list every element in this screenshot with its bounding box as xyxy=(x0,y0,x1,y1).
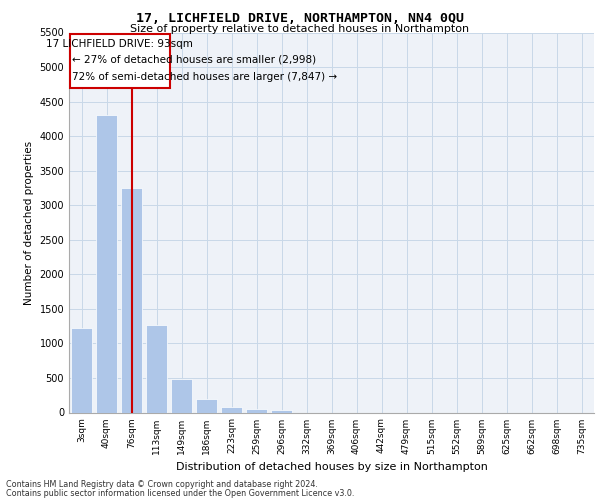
Bar xyxy=(171,378,192,412)
Bar xyxy=(71,328,92,412)
Bar xyxy=(121,188,142,412)
Text: Size of property relative to detached houses in Northampton: Size of property relative to detached ho… xyxy=(130,24,470,34)
Text: 72% of semi-detached houses are larger (7,847) →: 72% of semi-detached houses are larger (… xyxy=(73,72,338,82)
Bar xyxy=(271,410,292,412)
Y-axis label: Number of detached properties: Number of detached properties xyxy=(24,140,34,304)
Bar xyxy=(96,116,117,412)
Text: Contains HM Land Registry data © Crown copyright and database right 2024.: Contains HM Land Registry data © Crown c… xyxy=(6,480,318,489)
Text: Contains public sector information licensed under the Open Government Licence v3: Contains public sector information licen… xyxy=(6,489,355,498)
Bar xyxy=(221,407,242,412)
X-axis label: Distribution of detached houses by size in Northampton: Distribution of detached houses by size … xyxy=(176,462,487,472)
Bar xyxy=(196,399,217,412)
FancyBboxPatch shape xyxy=(70,34,170,88)
Bar xyxy=(146,325,167,412)
Text: 17, LICHFIELD DRIVE, NORTHAMPTON, NN4 0QU: 17, LICHFIELD DRIVE, NORTHAMPTON, NN4 0Q… xyxy=(136,12,464,26)
Text: ← 27% of detached houses are smaller (2,998): ← 27% of detached houses are smaller (2,… xyxy=(73,54,317,64)
Text: 17 LICHFIELD DRIVE: 93sqm: 17 LICHFIELD DRIVE: 93sqm xyxy=(46,38,193,48)
Bar xyxy=(246,410,267,412)
